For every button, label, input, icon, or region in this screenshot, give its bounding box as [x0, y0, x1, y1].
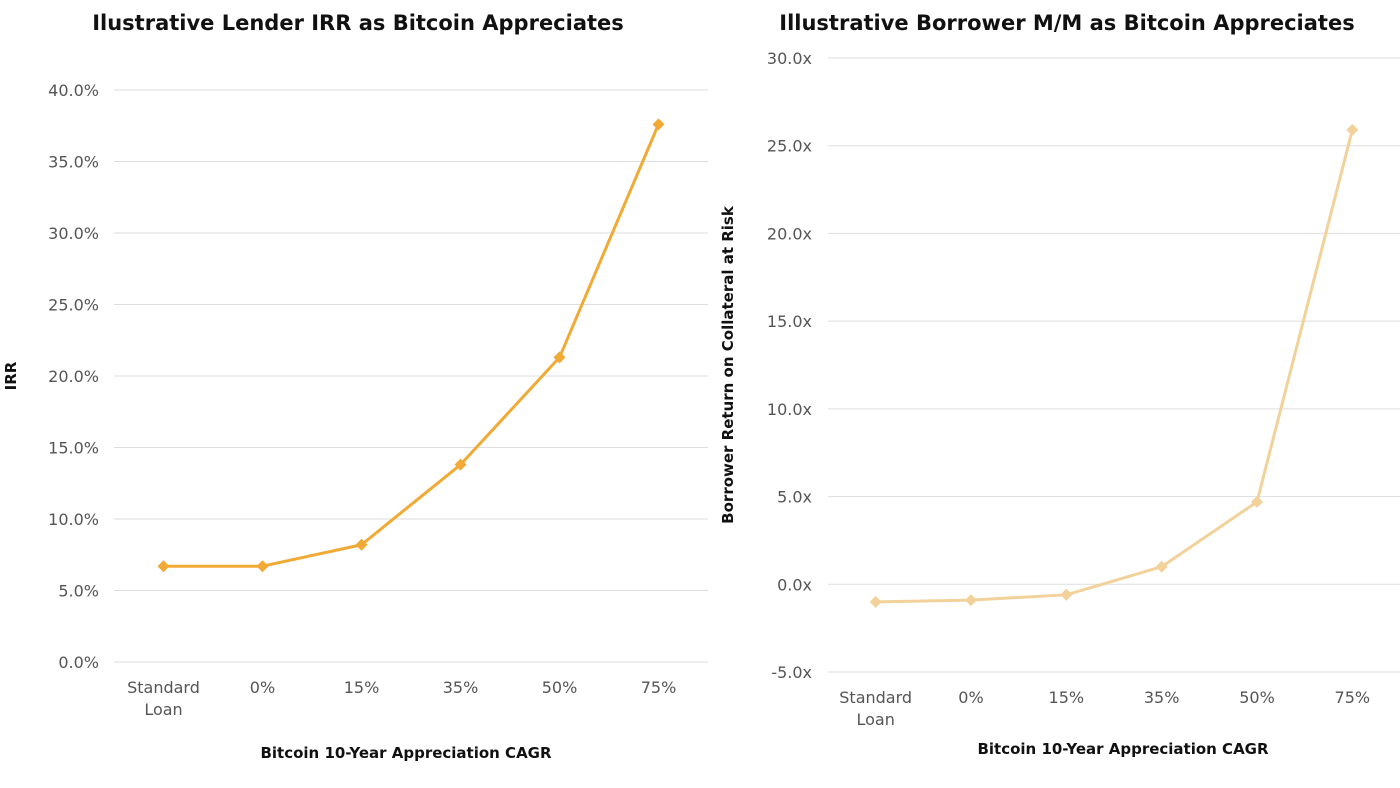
borrower-chart-title: Illustrative Borrower M/M as Bitcoin App… — [779, 11, 1354, 35]
lender-data-point — [454, 458, 467, 471]
borrower-x-tick-label: 35% — [1144, 688, 1180, 707]
lender-y-tick-label: 30.0% — [48, 224, 99, 243]
borrower-x-axis-title: Bitcoin 10-Year Appreciation CAGR — [977, 740, 1269, 758]
borrower-mm-chart: Illustrative Borrower M/M as Bitcoin App… — [719, 11, 1400, 758]
borrower-series-line — [874, 128, 1354, 604]
lender-x-tick-label: 75% — [641, 678, 677, 697]
borrower-y-tick-label: 5.0x — [777, 488, 812, 507]
borrower-y-axis-title: Borrower Return on Collateral at Risk — [719, 205, 737, 524]
lender-y-tick-label: 35.0% — [48, 153, 99, 172]
lender-data-point — [553, 351, 566, 364]
lender-data-point — [652, 118, 665, 131]
borrower-x-tick-label: Standard Loan — [839, 688, 912, 729]
lender-y-tick-label: 5.0% — [58, 582, 99, 601]
lender-data-point — [355, 538, 368, 551]
lender-x-tick-label: 0% — [250, 678, 275, 697]
lender-y-tick-label: 0.0% — [58, 653, 99, 672]
borrower-x-tick-label: 50% — [1239, 688, 1275, 707]
borrower-data-point — [1060, 588, 1073, 601]
borrower-data-point — [869, 595, 882, 608]
lender-y-tick-label: 25.0% — [48, 296, 99, 315]
lender-y-tick-label: 15.0% — [48, 439, 99, 458]
borrower-data-point — [1346, 123, 1359, 136]
lender-y-tick-label: 10.0% — [48, 510, 99, 529]
lender-data-point — [256, 560, 269, 573]
lender-y-tick-label: 40.0% — [48, 81, 99, 100]
lender-chart-title: Ilustrative Lender IRR as Bitcoin Apprec… — [92, 11, 624, 35]
lender-y-axis-title: IRR — [2, 361, 20, 390]
lender-x-tick-label: Standard Loan — [127, 678, 200, 719]
lender-irr-chart: Ilustrative Lender IRR as Bitcoin Apprec… — [2, 11, 708, 762]
borrower-y-tick-label: 20.0x — [767, 224, 812, 243]
borrower-y-tick-label: 10.0x — [767, 400, 812, 419]
borrower-data-point — [965, 594, 977, 607]
borrower-y-tick-label: 15.0x — [767, 312, 812, 331]
borrower-y-tick-label: 30.0x — [767, 49, 812, 68]
lender-x-tick-label: 15% — [344, 678, 380, 697]
lender-data-point — [157, 560, 170, 573]
borrower-x-tick-label: 15% — [1049, 688, 1085, 707]
borrower-y-tick-label: 0.0x — [777, 575, 812, 594]
borrower-data-point — [1251, 495, 1263, 508]
borrower-y-tick-label: -5.0x — [771, 663, 812, 682]
lender-series-line — [162, 122, 660, 568]
borrower-x-tick-label: 75% — [1335, 688, 1371, 707]
lender-x-tick-label: 50% — [542, 678, 578, 697]
lender-x-axis-title: Bitcoin 10-Year Appreciation CAGR — [260, 744, 552, 762]
borrower-data-point — [1155, 560, 1168, 573]
borrower-y-tick-label: 25.0x — [767, 137, 812, 156]
borrower-x-tick-label: 0% — [958, 688, 983, 707]
lender-x-tick-label: 35% — [443, 678, 479, 697]
lender-y-tick-label: 20.0% — [48, 367, 99, 386]
